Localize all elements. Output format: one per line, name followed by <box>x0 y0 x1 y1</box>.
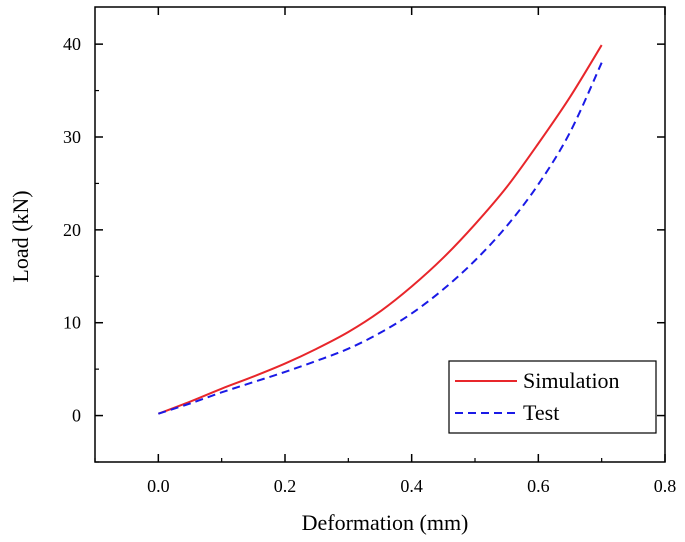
y-axis-title: Load (kN) <box>8 190 33 282</box>
x-tick-label: 0.6 <box>527 476 550 496</box>
legend-label-test: Test <box>523 400 559 425</box>
y-tick-label: 10 <box>63 313 81 333</box>
legend-box <box>448 360 657 434</box>
y-tick-label: 20 <box>63 220 81 240</box>
series-line-test <box>158 62 603 415</box>
x-tick-label: 0.4 <box>400 476 423 496</box>
x-tick-label: 0.8 <box>654 476 677 496</box>
axes: 0.0 0.2 0.4 0.6 0.8 0 10 20 30 40 Deformation (mm)… <box>8 6 677 535</box>
legend-label-simulation: Simulation <box>523 368 620 393</box>
plot-series <box>157 44 603 415</box>
y-tick-label: 0 <box>72 406 81 426</box>
x-axis-title: Deformation (mm) <box>302 510 469 535</box>
series-line-simulation <box>157 44 603 415</box>
legend: Simulation Test <box>448 360 657 434</box>
y-tick-label: 40 <box>63 34 81 54</box>
y-tick-label: 30 <box>63 127 81 147</box>
plot-frame <box>94 6 666 463</box>
x-tick-label: 0.0 <box>147 476 170 496</box>
x-tick-label: 0.2 <box>274 476 297 496</box>
